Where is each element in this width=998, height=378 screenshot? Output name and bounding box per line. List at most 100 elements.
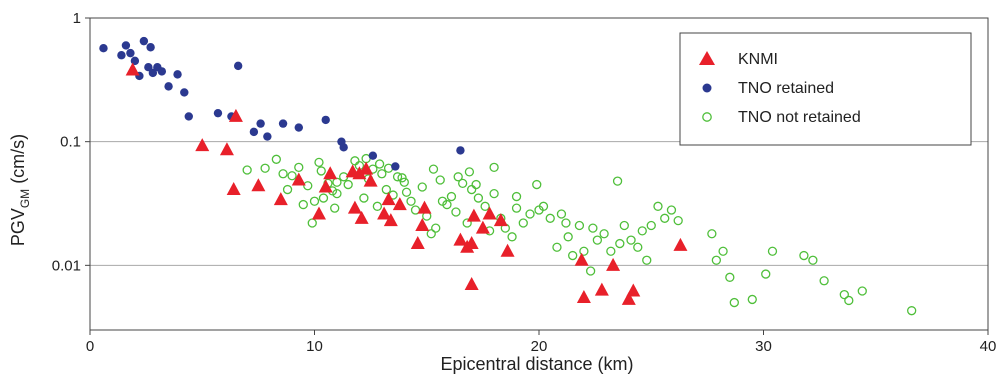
series-2 (242, 153, 917, 316)
series-1-point-1 (117, 51, 126, 60)
series-0-point-9 (318, 179, 333, 193)
series-1-point-15 (184, 112, 193, 121)
series-2-point-24 (381, 184, 391, 195)
series-2-point-102 (588, 223, 598, 233)
series-2-point-78 (729, 297, 739, 308)
series-0-point-27 (466, 208, 481, 222)
series-2-point-69 (646, 220, 656, 231)
series-2-point-109 (464, 167, 475, 177)
series-0-point-30 (482, 206, 497, 220)
series-2-point-94 (401, 187, 412, 197)
y-tick-label-1: 0.1 (60, 134, 81, 151)
y-axis-label-unit: (cm/s) (8, 134, 28, 189)
series-0-point-37 (621, 291, 636, 305)
series-2-point-97 (471, 179, 481, 190)
series-2-point-14 (332, 188, 342, 199)
series-0-point-6 (273, 192, 288, 206)
series-2-point-77 (725, 272, 735, 282)
series-1-point-18 (233, 61, 243, 71)
series-2-point-70 (653, 201, 663, 211)
series-2-point-71 (660, 213, 670, 223)
series-2-point-95 (428, 164, 439, 174)
series-0-point-12 (352, 166, 367, 180)
series-1-point-13 (173, 70, 182, 79)
series-2-point-49 (518, 218, 528, 228)
series-2-point-2 (271, 154, 281, 164)
series-1-point-7 (144, 63, 153, 72)
series-1 (99, 36, 465, 171)
series-2-point-107 (397, 173, 407, 183)
series-0-point-15 (347, 200, 362, 214)
series-2-point-41 (473, 193, 484, 203)
series-2-point-34 (435, 175, 445, 185)
legend-tno-not-retained-marker (702, 112, 712, 122)
series-2-point-26 (392, 172, 403, 182)
series-2-point-73 (673, 215, 683, 226)
series-2-point-40 (466, 184, 477, 195)
series-2-point-33 (431, 223, 441, 233)
series-2-point-39 (462, 218, 472, 228)
series-1-point-22 (278, 119, 288, 128)
series-2-point-59 (579, 246, 589, 256)
series-0-point-35 (594, 282, 609, 296)
series-2-point-90 (332, 177, 342, 187)
series-0-point-28 (464, 276, 479, 290)
series-2-point-61 (592, 235, 603, 245)
series-1-point-27 (368, 151, 378, 160)
series-2-point-11 (318, 193, 329, 203)
series-2-point-103 (615, 238, 625, 249)
series-2-point-48 (511, 203, 522, 213)
legend-knmi-marker (699, 51, 715, 65)
series-0-point-36 (606, 257, 621, 271)
x-tick-label-3: 30 (755, 338, 772, 355)
series-0-point-26 (464, 236, 479, 250)
series-2-point-58 (574, 220, 585, 231)
y-axis-label-main: PGV (8, 208, 28, 246)
series-0-point-4 (226, 182, 241, 196)
series-1-point-2 (121, 41, 131, 50)
series-1-point-12 (164, 82, 173, 91)
series-2-point-68 (642, 255, 652, 265)
series-0-point-23 (417, 200, 432, 214)
series-1-point-3 (126, 48, 135, 58)
series-2-point-54 (552, 242, 562, 252)
series-2-point-84 (819, 276, 829, 286)
series-2-point-88 (907, 306, 917, 316)
series-2-point-67 (633, 242, 643, 252)
series-2-point-65 (619, 220, 629, 231)
y-axis-label: PGVGM (cm/s) (8, 134, 32, 246)
series-2-point-19 (359, 193, 369, 203)
series-2-point-36 (446, 191, 457, 202)
series-2-point-3 (278, 169, 288, 179)
series-2-point-7 (298, 199, 308, 210)
series-0-point-33 (574, 252, 589, 266)
series-2-point-0 (242, 165, 252, 175)
y-tick-label-0: 1 (73, 10, 81, 27)
series-1-point-8 (146, 43, 155, 52)
series-1-point-28 (391, 162, 400, 171)
series-2-point-98 (489, 162, 499, 172)
series-2-point-42 (480, 201, 490, 211)
series-2-point-23 (377, 169, 387, 179)
series-1-point-11 (157, 67, 167, 76)
series-2-point-57 (568, 250, 578, 261)
y-axis-ticks: 1 0.1 0.01 (52, 10, 90, 274)
series-2-point-108 (437, 196, 448, 206)
series-0-point-8 (311, 206, 326, 220)
series-0-point-2 (195, 138, 210, 152)
series-2-point-75 (711, 255, 722, 265)
series-0-point-22 (415, 217, 430, 231)
series-0-point-34 (576, 289, 591, 303)
series-2-point-9 (309, 196, 320, 206)
series-2-point-27 (399, 177, 409, 187)
series-1-point-0 (99, 43, 108, 53)
series-0-point-1 (228, 108, 243, 122)
series-0-point-32 (500, 243, 515, 257)
data-points (99, 36, 917, 316)
series-1-point-29 (456, 146, 465, 155)
series-2-point-76 (718, 246, 728, 256)
series-0-point-38 (626, 283, 641, 297)
series-2-point-32 (426, 229, 436, 239)
series-0-point-17 (377, 206, 392, 220)
